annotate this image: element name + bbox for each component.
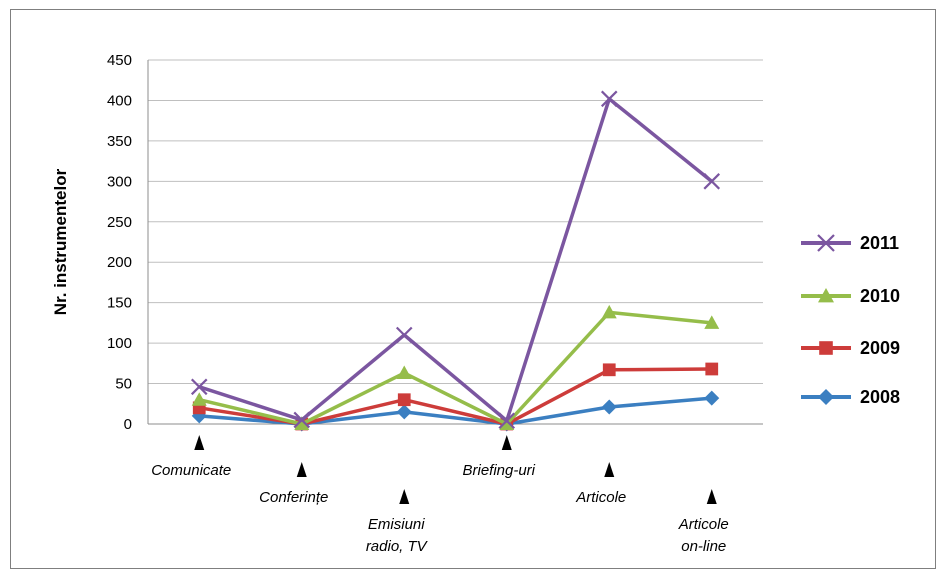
series-line [198,310,712,426]
legend-label: 2011 [860,233,899,253]
legend-marker [818,389,834,405]
legend-marker [819,341,833,355]
category-text: radio, TV [366,538,429,555]
category-marker-icon [194,435,205,450]
y-tick-label: 250 [107,214,132,231]
category-labels: Comunicate Conferințe Emisiuni radio, TV Bri… [151,435,729,555]
data-point [704,390,720,406]
category-label: Emisiuni radio, TV [366,489,429,555]
data-point [703,173,721,190]
y-tick-label: 50 [115,376,132,393]
data-point [601,399,617,415]
category-marker-icon [501,435,512,450]
data-point [498,412,516,430]
category-text: Emisiuni [368,516,425,533]
category-marker-icon [399,489,410,504]
series-2009 [192,362,719,431]
category-text: Articole [678,516,729,533]
category-label: Articole [575,462,626,506]
y-tick-label: 350 [107,133,132,150]
data-point [396,365,412,380]
legend: 2011 2010 2009 2008 [801,233,900,407]
legend-marker [817,234,835,252]
category-marker-icon [706,489,717,504]
y-tick-label: 450 [107,52,132,69]
gridlines [147,59,763,425]
category-marker-icon [296,462,307,477]
category-text: on-line [681,538,726,555]
y-axis-label: Nr. instrumentelor [51,168,70,315]
y-tick-label: 100 [107,335,132,352]
legend-item-2009: 2009 [801,338,900,358]
data-point [191,392,207,406]
legend-label: 2009 [860,338,900,358]
y-tick-labels: 0 50 100 150 200 250 300 350 400 450 [107,52,132,433]
category-label: Briefing-uri [462,435,536,479]
data-point [294,416,310,430]
category-text: Articole [575,489,626,506]
data-point [705,362,719,376]
category-text: Briefing-uri [462,462,535,479]
series-2011 [190,90,721,430]
data-point [601,304,617,319]
series-2010 [191,304,720,430]
legend-item-2008: 2008 [801,387,900,407]
category-label: Articole on-line [678,489,729,555]
y-tick-label: 150 [107,295,132,312]
legend-label: 2010 [860,286,900,306]
line-chart: 0 50 100 150 200 250 300 350 400 450 Nr. instrume… [51,52,900,555]
series-line [198,97,713,423]
data-point [499,416,515,430]
data-point [397,393,411,407]
y-tick-label: 0 [124,416,132,433]
legend-item-2010: 2010 [801,286,900,306]
category-label: Comunicate [151,435,231,479]
y-tick-label: 300 [107,173,132,190]
category-marker-icon [604,462,615,477]
data-point [704,315,720,329]
legend-label: 2008 [860,387,900,407]
data-point [293,411,311,429]
data-point [395,326,413,344]
legend-item-2011: 2011 [801,233,899,253]
y-tick-label: 200 [107,254,132,271]
data-point [600,90,618,108]
category-label: Conferințe [259,462,328,506]
y-tick-label: 400 [107,92,132,109]
chart-frame: 0 50 100 150 200 250 300 350 400 450 Nr. instrume… [10,9,936,569]
data-point [602,363,616,377]
data-point [190,378,208,396]
series-lines [190,90,721,432]
category-text: Comunicate [151,462,231,479]
legend-marker [818,288,834,303]
data-point [396,404,412,420]
category-text: Conferințe [259,489,328,506]
